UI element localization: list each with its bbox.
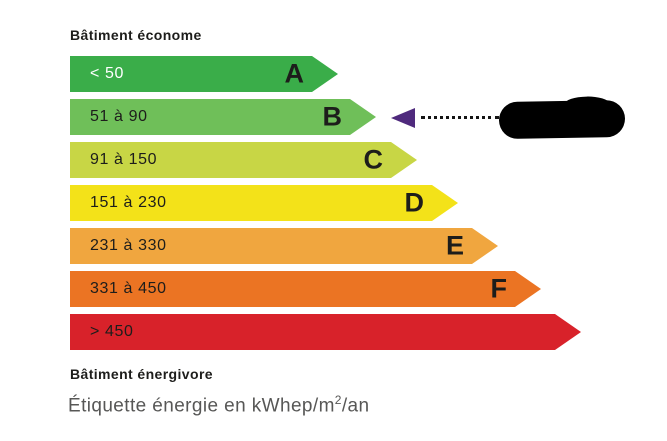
- energy-class-letter: B: [322, 101, 342, 132]
- energy-class-range: 331 à 450: [90, 280, 167, 297]
- energy-class-letter: F: [490, 273, 507, 304]
- energy-class-letter: E: [445, 230, 464, 261]
- energy-class-letter: D: [404, 187, 424, 218]
- energy-class-bar-f: 331 à 450 F: [70, 271, 541, 307]
- energy-class-bar-b: 51 à 90 B: [70, 99, 376, 135]
- energy-class-range: 91 à 150: [90, 151, 158, 168]
- energy-class-range: 51 à 90: [90, 108, 148, 125]
- energy-class-range: 151 à 230: [90, 194, 167, 211]
- energy-class-letter: C: [363, 144, 383, 175]
- caption-text-prefix: Étiquette énergie en kWhep/m: [68, 395, 335, 417]
- rating-pointer-icon: [391, 108, 415, 128]
- caption-text-suffix: /an: [341, 395, 370, 417]
- caption-superscript: 2: [334, 393, 342, 407]
- energy-class-bar-a: < 50 A: [70, 56, 338, 92]
- energy-label-caption: Étiquette énergie en kWhep/m2/an: [68, 393, 370, 417]
- energy-class-bar-e: 231 à 330 E: [70, 228, 498, 264]
- energy-hungry-building-label: Bâtiment énergivore: [70, 366, 213, 382]
- dotted-connector-line: [421, 116, 499, 119]
- economical-building-label: Bâtiment économe: [70, 27, 202, 43]
- energy-class-range: 231 à 330: [90, 237, 167, 254]
- energy-class-bars: < 50 A 51 à 90 B 91 à 150 C 151 à 230 D 231 à 33…: [70, 56, 581, 357]
- energy-class-bar-d: 151 à 230 D: [70, 185, 458, 221]
- energy-class-bar-c: 91 à 150 C: [70, 142, 417, 178]
- energy-class-range: < 50: [90, 65, 124, 82]
- energy-class-letter: A: [284, 58, 304, 89]
- energy-class-range: > 450: [90, 323, 134, 340]
- energy-class-bar-g: > 450: [70, 314, 581, 350]
- redacted-value-blob: [498, 99, 626, 140]
